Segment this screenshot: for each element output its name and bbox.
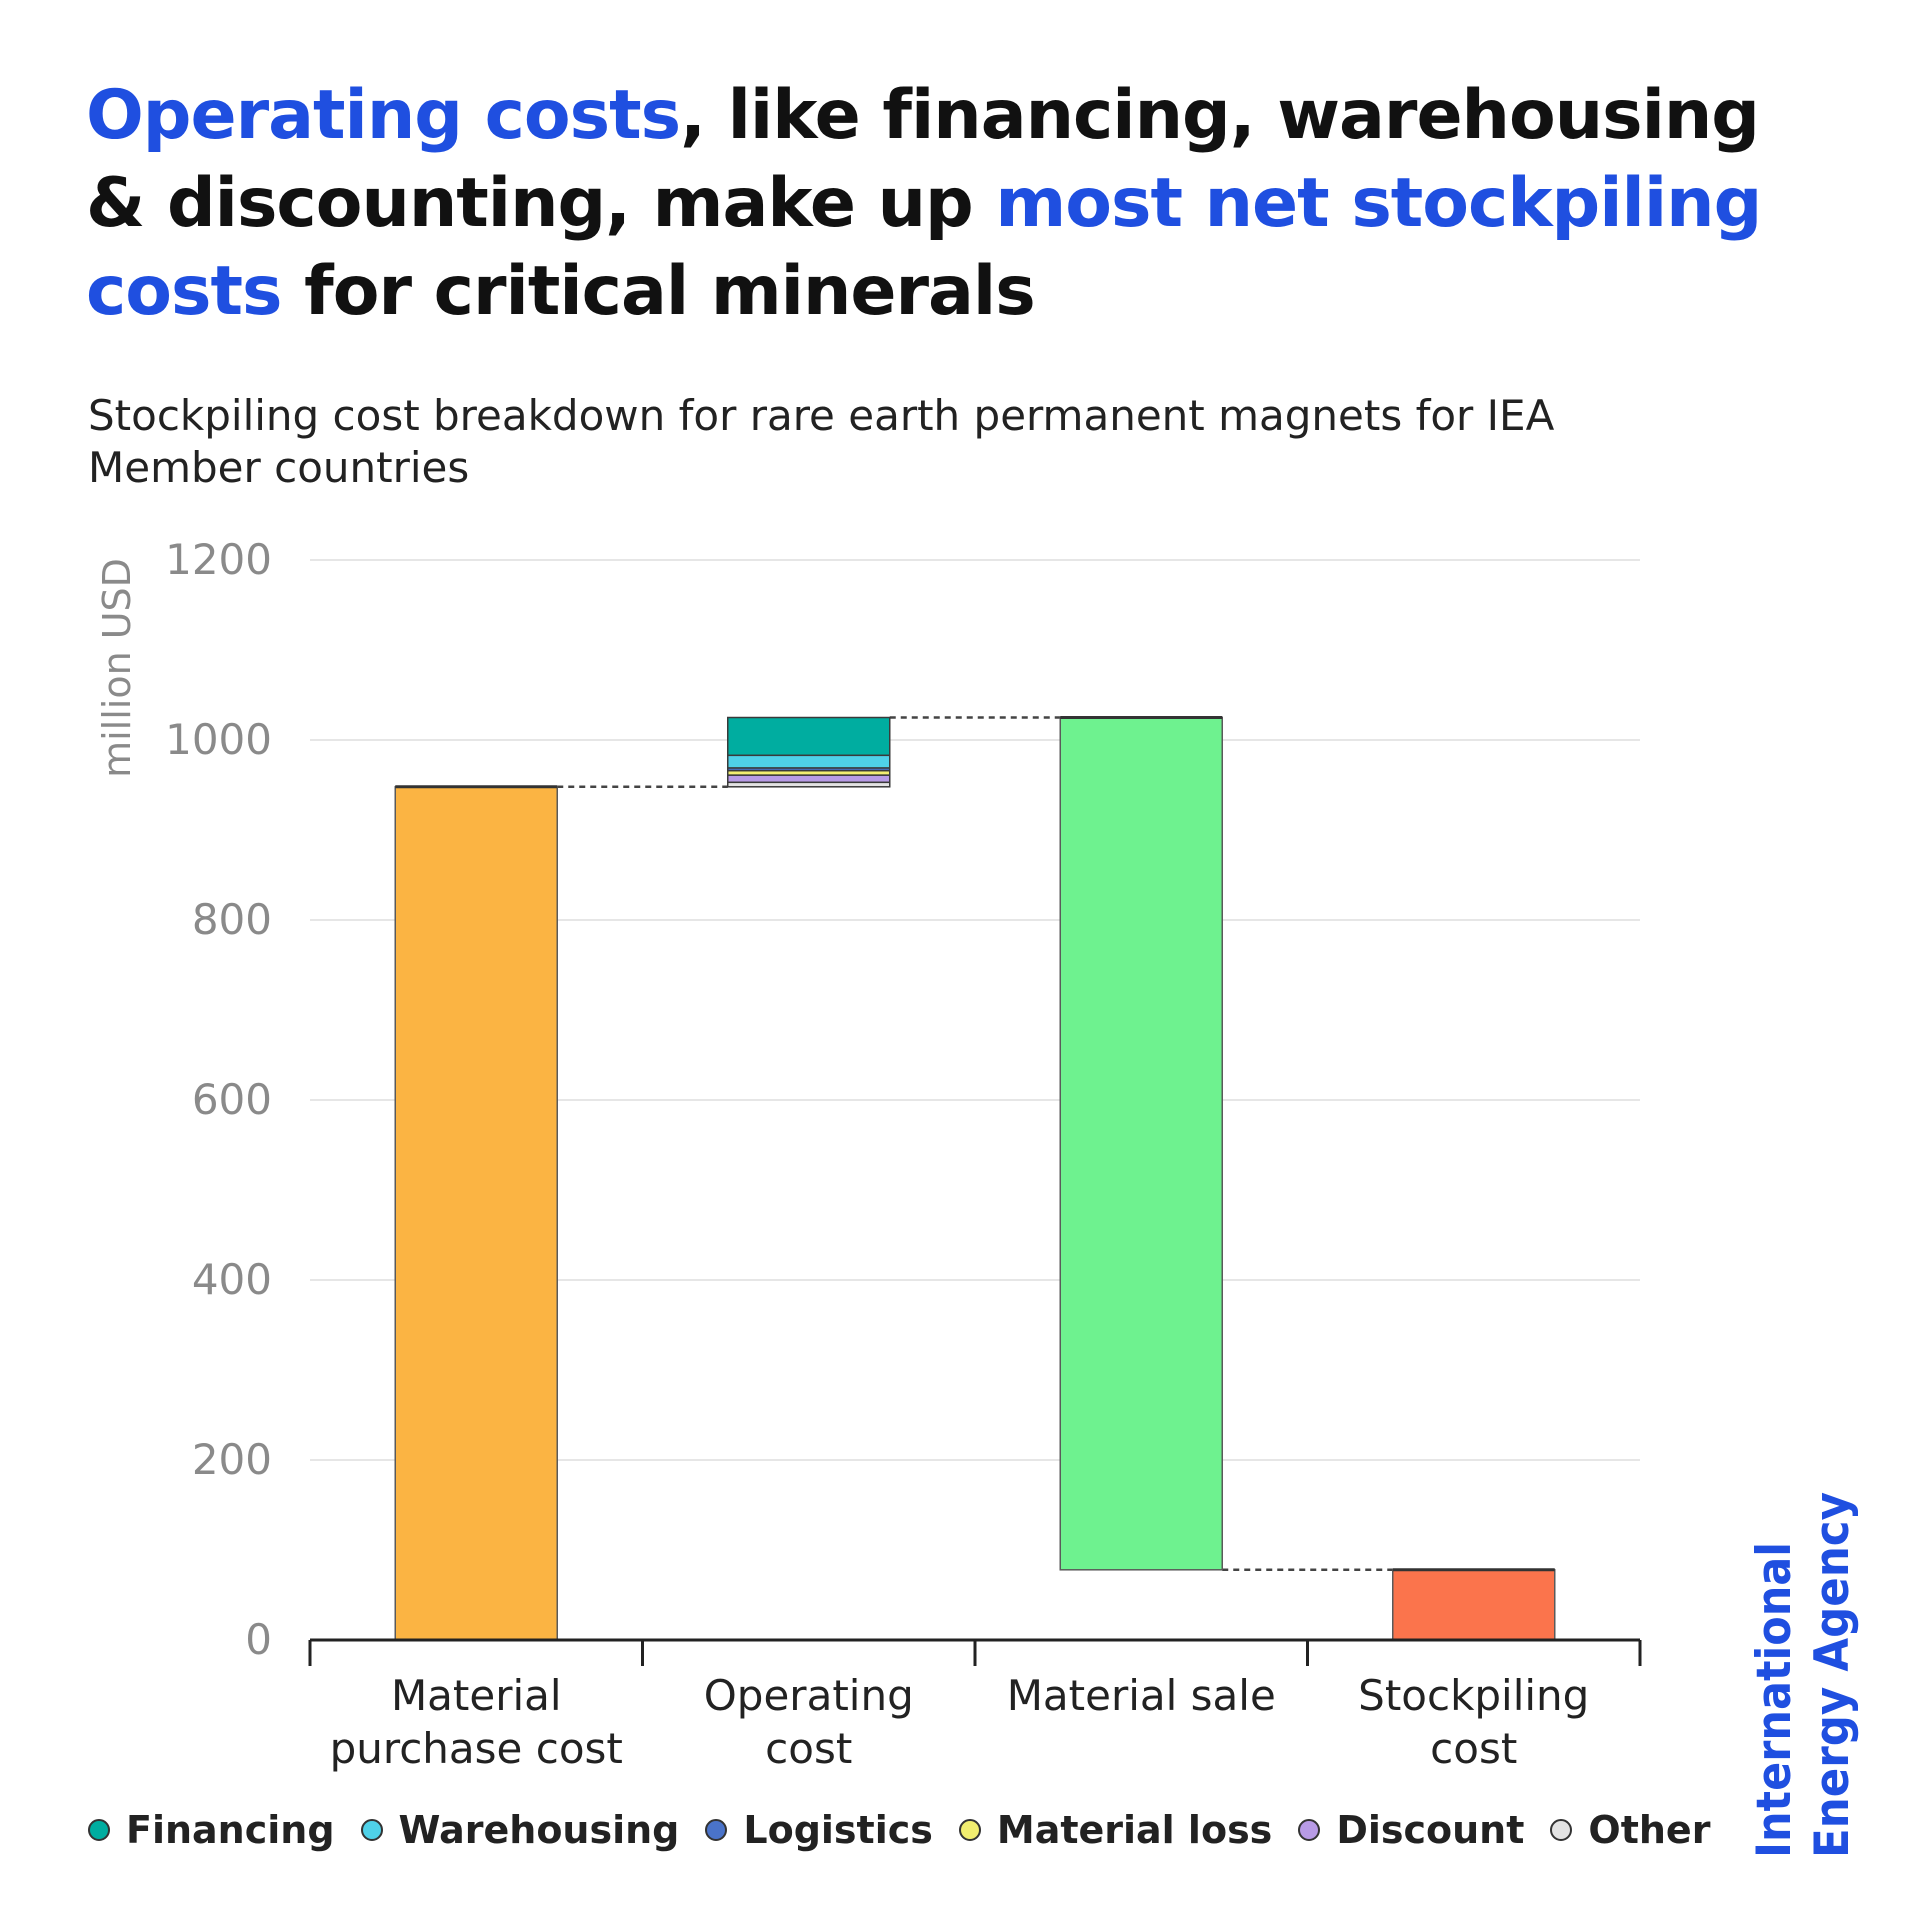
legend-label-logistics: Logistics [743, 1808, 933, 1852]
legend-marker-discount [1298, 1819, 1321, 1841]
waterfall-chart: 0 200 400 600 800 1000 1200 million USD Materi… [95, 535, 1642, 1773]
bars [394, 716, 1556, 1641]
legend-item-warehousing: Warehousing [360, 1808, 680, 1852]
headline-text-2: for critical minerals [281, 252, 1036, 331]
legend-label-discount: Discount [1336, 1808, 1525, 1852]
bar-segment-financing [727, 716, 891, 757]
x-tick-label-1-line-2: purchase cost [330, 1724, 623, 1773]
legend-item-material-loss: Material loss [958, 1808, 1273, 1852]
legend-marker-material-loss [958, 1819, 981, 1841]
legend-label-other: Other [1588, 1808, 1711, 1852]
legend-label-financing: Financing [126, 1808, 335, 1852]
y-axis-label: million USD [95, 558, 139, 778]
headline-highlight-operating-costs: Operating costs [86, 76, 681, 155]
bar-segment-warehousing [727, 754, 891, 769]
legend-label-material-loss: Material loss [996, 1808, 1273, 1852]
legend-marker-logistics [705, 1819, 728, 1841]
y-tick-label-600: 600 [192, 1075, 272, 1124]
bar-stockpiling-cost [1392, 1569, 1556, 1641]
headline: Operating costs, like financing, warehou… [86, 72, 1786, 336]
x-tick-label-4-line-1: Stockpiling [1358, 1671, 1589, 1720]
y-tick-label-200: 200 [192, 1435, 272, 1484]
bar-material-sale [1059, 716, 1223, 1571]
y-tick-label-400: 400 [192, 1255, 272, 1304]
bar-material-purchase-cost [394, 786, 558, 1641]
x-tick-label-3-line-1: Material sale [1007, 1671, 1276, 1720]
logo-line-2: Energy Agency [1805, 1492, 1860, 1858]
y-tick-label-1200: 1200 [165, 535, 272, 584]
bar-segment-discount [727, 774, 891, 784]
legend-label-warehousing: Warehousing [398, 1808, 680, 1852]
legend-item-logistics: Logistics [705, 1808, 933, 1852]
headline-text-1: , like financing, warehousing & discount… [86, 76, 1760, 243]
logo-line-1: International [1747, 1542, 1802, 1858]
y-tick-label-1000: 1000 [165, 715, 272, 764]
legend: Financing Warehousing Logistics Material lo… [88, 1800, 1736, 1860]
legend-marker-warehousing [360, 1819, 383, 1841]
y-tick-label-0: 0 [245, 1615, 272, 1664]
iea-logo: International Energy Agency [1747, 1492, 1860, 1858]
legend-item-financing: Financing [88, 1808, 335, 1852]
legend-marker-financing [88, 1819, 110, 1841]
x-axis [308, 1638, 1642, 1666]
x-tick-label-4-line-2: cost [1430, 1724, 1517, 1773]
legend-marker-other [1550, 1819, 1573, 1841]
x-tick-label-2-line-2: cost [765, 1724, 852, 1773]
x-tick-label-2-line-1: Operating [704, 1671, 914, 1720]
connector-lines [557, 716, 1393, 1572]
x-tick-label-1-line-1: Material [391, 1671, 562, 1720]
chart-subtitle: Stockpiling cost breakdown for rare eart… [88, 391, 1555, 492]
legend-item-other: Other [1550, 1808, 1710, 1852]
y-axis-ticks: 0 200 400 600 800 1000 1200 [165, 535, 272, 1664]
headline-highlight-most-net: most net stockpiling costs [86, 164, 1762, 331]
y-tick-label-800: 800 [192, 895, 272, 944]
legend-item-discount: Discount [1298, 1808, 1524, 1852]
